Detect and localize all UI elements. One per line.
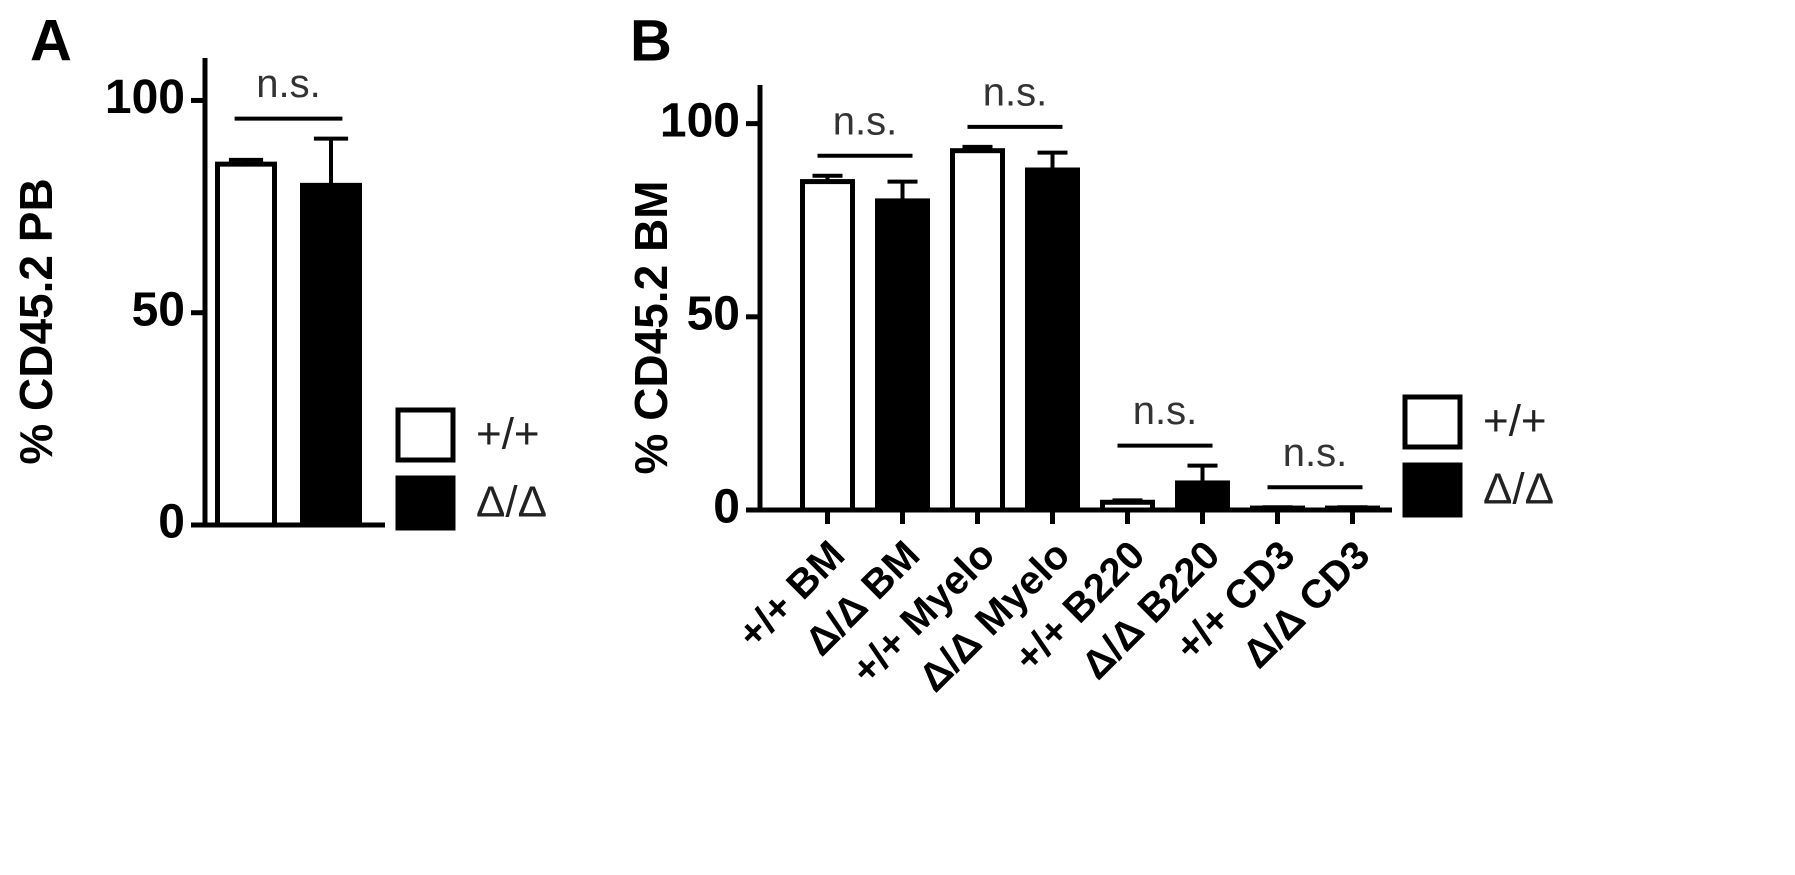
error-bar — [962, 144, 993, 151]
error-bar — [1337, 505, 1368, 510]
panel-label: A — [30, 8, 72, 73]
bar — [875, 198, 930, 513]
y-tick-label: 0 — [158, 496, 185, 549]
bar — [800, 179, 855, 513]
significance-label: n.s. — [983, 70, 1047, 114]
legend-swatch — [395, 475, 456, 531]
bar — [215, 161, 277, 528]
panel-label: B — [630, 8, 672, 73]
y-tick-label: 100 — [660, 94, 740, 147]
legend-swatch — [1402, 462, 1463, 518]
y-tick-label: 50 — [132, 283, 185, 336]
error-bar — [1112, 498, 1143, 503]
error-bar — [313, 136, 349, 186]
legend-swatch — [1402, 394, 1463, 450]
legend-label: Δ/Δ — [476, 478, 547, 527]
y-tick-label: 100 — [105, 71, 185, 124]
significance-label: n.s. — [1283, 431, 1347, 475]
error-bar — [228, 157, 264, 165]
legend-label: Δ/Δ — [1483, 465, 1554, 514]
y-tick-label: 0 — [713, 481, 740, 534]
bar — [1025, 167, 1080, 513]
bar — [1175, 480, 1230, 513]
error-bar — [887, 179, 918, 201]
significance-label: n.s. — [833, 99, 897, 143]
bar — [1100, 499, 1155, 513]
significance-label: n.s. — [256, 62, 320, 106]
error-bar — [1262, 505, 1293, 510]
y-tick-label: 50 — [687, 287, 740, 340]
significance-label: n.s. — [1133, 389, 1197, 433]
bar — [950, 148, 1005, 513]
bar — [300, 182, 362, 528]
legend-label: +/+ — [476, 410, 540, 459]
error-bar — [1187, 463, 1218, 483]
legend-swatch — [395, 407, 456, 463]
y-axis-label: % CD45.2 PB — [10, 178, 62, 464]
legend-label: +/+ — [1483, 397, 1547, 446]
error-bar — [812, 173, 843, 182]
y-axis-label: % CD45.2 BM — [625, 181, 677, 475]
error-bar — [1037, 150, 1068, 170]
